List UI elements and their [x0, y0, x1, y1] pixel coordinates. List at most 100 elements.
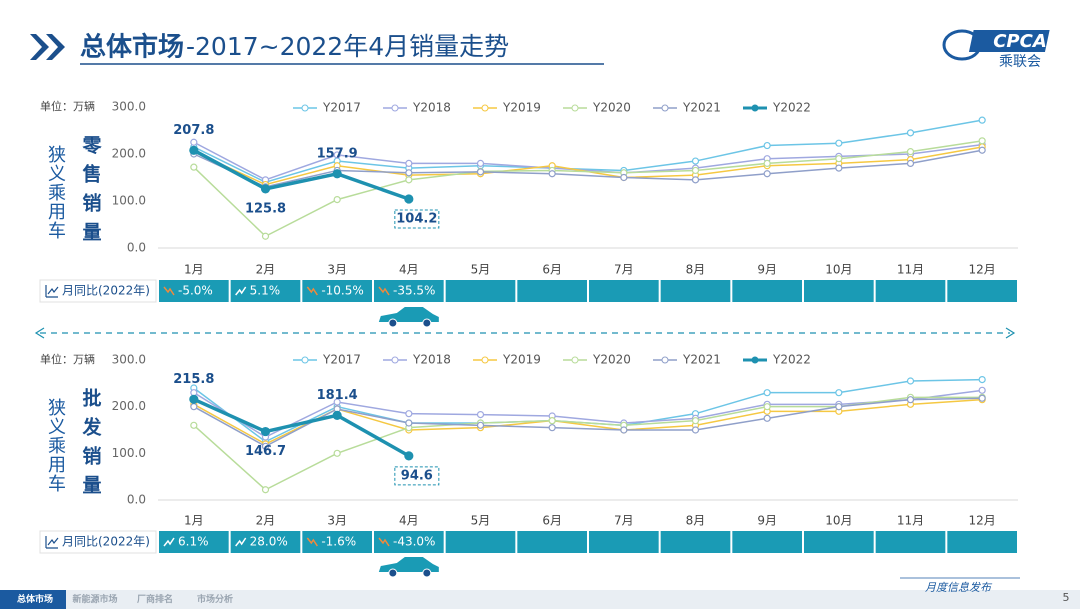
series-line [193, 140, 983, 238]
yoy-cell [517, 531, 587, 553]
point [476, 159, 485, 167]
x-tick-label: 7月 [614, 514, 634, 528]
yoy-value: -43.0% [393, 535, 435, 549]
point [906, 129, 915, 137]
legend-marker [301, 104, 309, 112]
x-tick-label: 11月 [897, 263, 924, 277]
yoy-value: -10.5% [321, 284, 363, 298]
unit-label: 单位：万辆 [40, 99, 95, 113]
point [691, 157, 700, 165]
yoy-cell [732, 280, 802, 302]
point [190, 421, 198, 429]
legend-label: Y2017 [322, 353, 361, 367]
x-tick-label: 7月 [614, 263, 634, 277]
point [405, 419, 413, 427]
footer-tab: 新能源市场 [72, 593, 117, 605]
point [405, 176, 413, 184]
series-line [193, 141, 983, 181]
yoy-value: 5.1% [250, 284, 281, 298]
car-wheel [388, 568, 398, 578]
footer-tab: 总体市场 [17, 593, 53, 605]
point [404, 451, 414, 461]
logo: CPCA 乘联会 [942, 29, 1050, 70]
legend-label: Y2017 [322, 101, 361, 115]
data-label: 157.9 [317, 146, 358, 161]
yoy-label-cell [39, 279, 157, 303]
series-line [193, 397, 410, 458]
data-label: 146.7 [245, 444, 286, 459]
chevrons [30, 34, 65, 60]
legend-label: Y2018 [412, 353, 451, 367]
point [978, 386, 986, 394]
x-tick-label: 12月 [969, 263, 996, 277]
x-tick-label: 4月 [399, 263, 419, 277]
car-wheel [422, 318, 432, 328]
point [763, 159, 771, 167]
point [763, 414, 771, 422]
group-label: 狭义乘用车 [45, 398, 66, 493]
logo-text: CPCA [993, 31, 1047, 52]
x-tick-label: 3月 [327, 514, 347, 528]
yoy-cell [660, 280, 731, 302]
point [906, 396, 915, 404]
point [906, 159, 915, 167]
footer-tab: 厂商排名 [137, 593, 173, 605]
yoy-arrow [163, 537, 175, 547]
yoy-value: -35.5% [393, 284, 435, 298]
point [405, 169, 413, 177]
legend-marker [481, 356, 489, 364]
yoy-cell [374, 531, 444, 553]
y-tick-label: 100.0 [112, 194, 146, 208]
yoy-cell [230, 531, 301, 553]
yoy-cell [589, 531, 659, 553]
point [835, 164, 843, 172]
legend-marker [751, 104, 759, 112]
point [405, 410, 413, 418]
yoy-cell [732, 531, 802, 553]
yoy-cell [804, 280, 874, 302]
point [835, 155, 843, 163]
point [261, 486, 270, 494]
data-label: 125.8 [245, 201, 286, 216]
x-tick-label: 5月 [471, 263, 491, 277]
point [978, 137, 986, 145]
point [333, 195, 341, 204]
label-box [394, 209, 440, 229]
point [261, 442, 270, 450]
legend-marker [571, 104, 579, 112]
yoy-icon [45, 536, 59, 549]
point [763, 141, 771, 150]
x-tick-label: 10月 [825, 263, 852, 277]
x-tick-label: 6月 [542, 263, 562, 277]
point [548, 424, 556, 432]
x-tick-label: 9月 [757, 263, 777, 277]
point [691, 426, 700, 434]
point [260, 184, 271, 194]
data-label: 181.4 [317, 388, 358, 403]
legend-marker [661, 104, 669, 112]
data-label: 104.2 [396, 212, 437, 227]
legend-label: Y2021 [682, 353, 721, 367]
legend-marker [661, 356, 669, 364]
yoy-cell [445, 280, 516, 302]
yoy-arrow [378, 537, 390, 547]
point [332, 169, 342, 179]
x-tick-label: 2月 [256, 514, 276, 528]
point [978, 376, 986, 384]
yoy-arrow [235, 537, 247, 547]
yoy-cell [875, 280, 946, 302]
yoy-cell [302, 280, 372, 302]
yoy-cell [947, 280, 1017, 302]
x-tick-label: 6月 [542, 514, 562, 528]
legend-marker [481, 104, 489, 112]
page-number: 5 [1063, 591, 1070, 604]
yoy-cell [302, 531, 372, 553]
point [835, 389, 843, 397]
yoy-cell [230, 280, 301, 302]
point [620, 426, 628, 434]
y-tick-label: 200.0 [112, 399, 146, 413]
yoy-label: 月同比(2022年) [62, 284, 150, 298]
point [835, 139, 843, 147]
yoy-value: -1.6% [321, 535, 356, 549]
legend-marker [301, 356, 309, 364]
